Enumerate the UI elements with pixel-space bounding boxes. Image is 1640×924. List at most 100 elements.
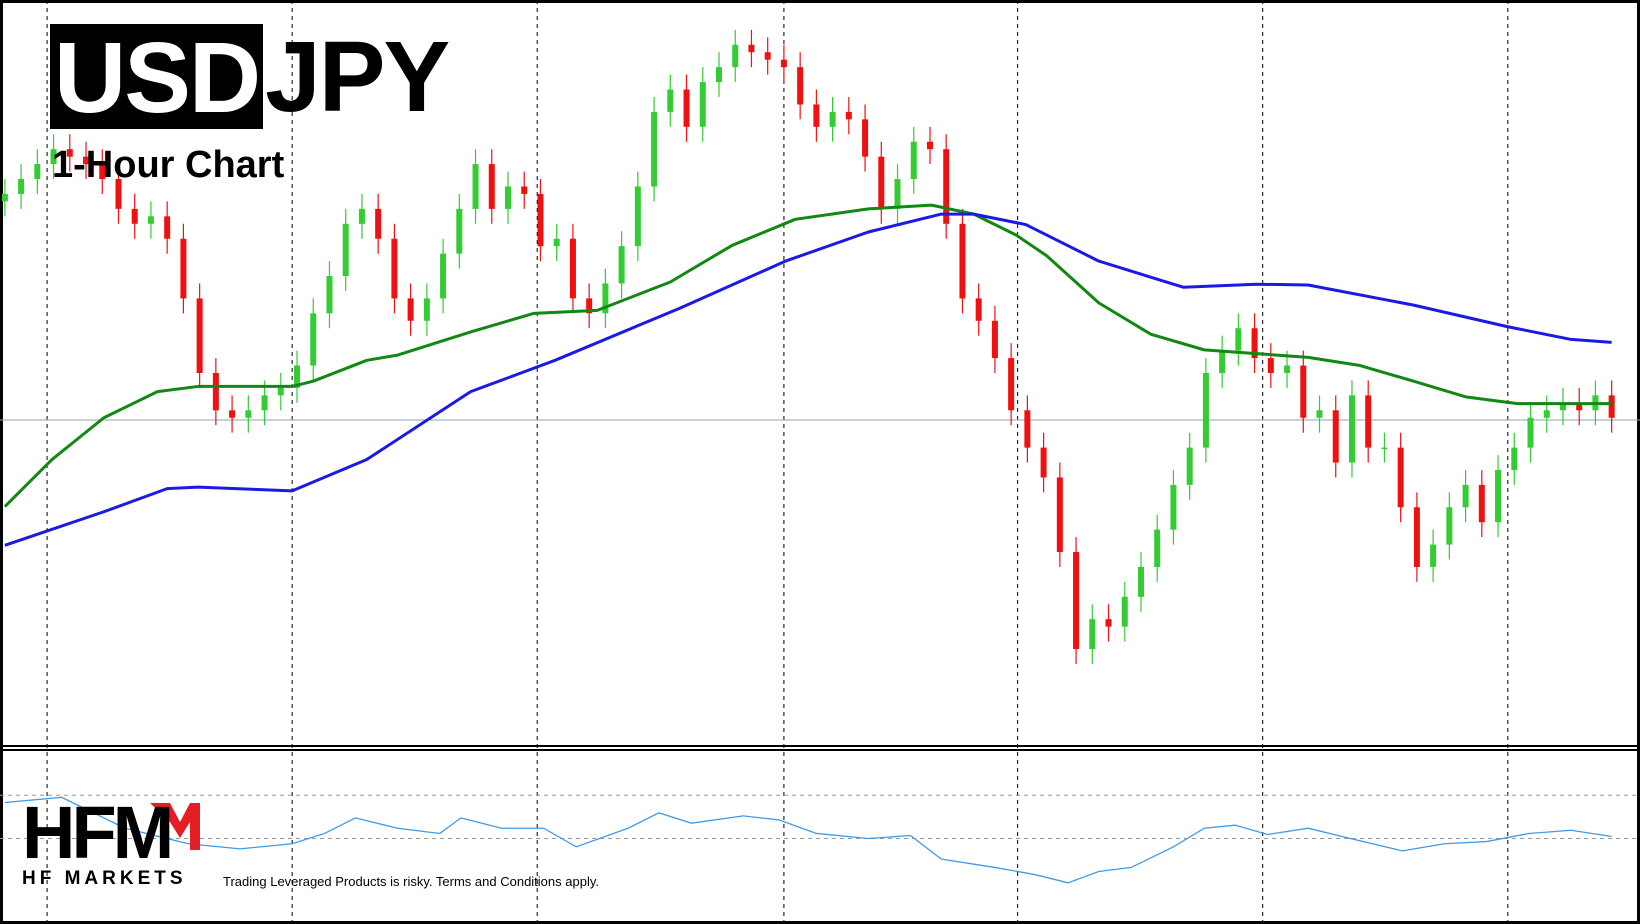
candle-body [943, 149, 950, 224]
candle-body [586, 298, 593, 314]
logo-accent [150, 803, 200, 850]
candle-body [602, 283, 609, 314]
candle-body [505, 186, 512, 209]
candle-body [1543, 410, 1550, 418]
candle-body [1332, 410, 1339, 463]
candle-body [1559, 402, 1566, 411]
candle-body [618, 246, 625, 284]
candle-body [926, 141, 933, 150]
candle-body [212, 373, 219, 411]
candle-body [83, 156, 90, 165]
candle-body [407, 298, 414, 321]
candle-body [440, 253, 447, 299]
candle-body [1413, 507, 1420, 567]
candle-body [180, 238, 187, 299]
candle-body [845, 111, 852, 120]
candle-body [1073, 552, 1080, 650]
candle-body [829, 111, 836, 127]
candle-body [1478, 484, 1485, 523]
candle-body [472, 164, 479, 209]
candle-body [99, 164, 106, 180]
moving-average [4, 212, 1612, 547]
candle-body [699, 82, 706, 127]
candle-body [991, 320, 998, 359]
candle-body [50, 149, 57, 165]
candle-body [1219, 350, 1226, 373]
candle-body [1008, 358, 1015, 411]
disclaimer: Trading Leveraged Products is risky. Ter… [223, 874, 599, 889]
candle-body [164, 216, 171, 239]
candle-body [1511, 447, 1518, 470]
candle-body [245, 410, 252, 418]
candle-body [277, 387, 284, 396]
symbol-highlight: USD [50, 24, 264, 129]
candle-body [521, 186, 528, 194]
candle-body [715, 67, 722, 83]
candle-body [310, 313, 317, 366]
candle-body [683, 89, 690, 127]
candle-body [1105, 619, 1112, 627]
candle-body [131, 208, 138, 224]
candle-body [780, 59, 787, 68]
candle-body [1446, 507, 1453, 545]
candle-body [1284, 365, 1291, 373]
candle-body [1348, 395, 1355, 463]
candle-body [813, 104, 820, 127]
symbol: USD JPY [50, 20, 450, 133]
candle-body [1040, 447, 1047, 478]
candle-body [959, 223, 966, 299]
candle-body [1608, 395, 1615, 418]
candle-body [294, 365, 301, 388]
candle-body [1089, 619, 1096, 650]
candle-body [1137, 566, 1144, 597]
candle-body [1235, 328, 1242, 351]
candle-body [537, 193, 544, 247]
candle-body [147, 216, 154, 224]
candle-body [1056, 477, 1063, 553]
candle-body [66, 149, 73, 157]
candle-body [1316, 410, 1323, 418]
candle-body [1462, 484, 1469, 508]
candle-body [1300, 365, 1307, 418]
candle-body [1251, 328, 1258, 359]
candle-body [748, 44, 755, 53]
moving-average [3, 203, 1612, 508]
candle-body [1186, 447, 1193, 485]
candle-body [910, 141, 917, 180]
candle-body [1024, 410, 1031, 448]
candle-body [18, 179, 25, 194]
subtitle: 1-Hour Chart [52, 144, 285, 186]
logo-mark: HFM [22, 791, 174, 874]
candle-body [391, 238, 398, 299]
logo: HFM HF MARKETS [22, 796, 187, 890]
candle-body [488, 164, 495, 209]
candle-body [456, 208, 463, 254]
candle-body [423, 298, 430, 321]
candle-body [1, 193, 8, 202]
candle-body [1381, 447, 1388, 450]
symbol-rest: JPY [265, 20, 450, 133]
candle-body [975, 298, 982, 321]
candle-body [375, 208, 382, 239]
candle-body [651, 111, 658, 187]
candle-body [553, 238, 560, 247]
candle-body [894, 179, 901, 209]
candle-body [667, 89, 674, 112]
candle-body [1170, 484, 1177, 530]
candle-body [1121, 596, 1128, 627]
candle-body [196, 298, 203, 373]
candle-body [1202, 373, 1209, 448]
candle-body [1495, 469, 1502, 523]
candle-body [34, 164, 41, 180]
candle-body [634, 186, 641, 247]
candle-body [1267, 358, 1274, 373]
candle-body [1397, 447, 1404, 508]
candle-body [569, 238, 576, 299]
candle-body [764, 52, 771, 60]
candle-body [326, 276, 333, 314]
candle-body [732, 44, 739, 68]
candle-body [342, 223, 349, 277]
